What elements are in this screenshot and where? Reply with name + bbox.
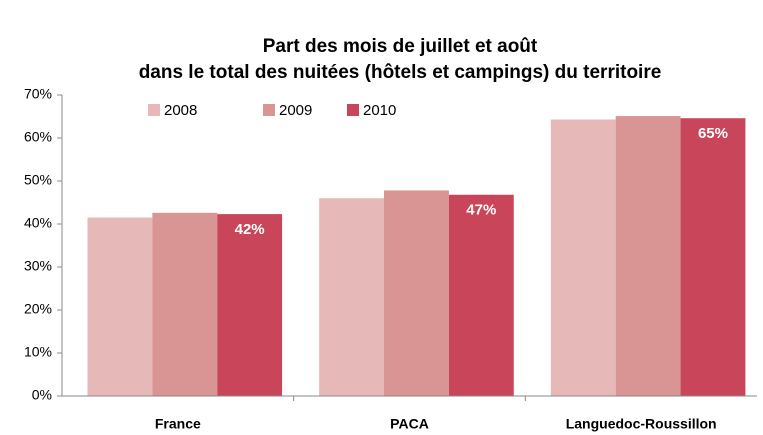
bar [550,119,616,396]
legend-swatch [263,104,275,116]
x-tick-label: PACA [390,416,429,432]
x-tick-label: France [155,416,201,432]
chart-title: Part des mois de juillet et août [263,36,538,57]
bar [384,190,449,396]
y-tick-label: 60% [24,129,52,145]
bar [319,198,385,396]
y-tick-label: 70% [24,86,52,102]
bar [217,214,283,396]
value-label: 42% [235,221,265,238]
bar [448,194,514,396]
y-tick-label: 10% [24,344,52,360]
legend-label: 2010 [363,102,396,119]
bar [680,118,746,396]
y-tick-label: 50% [24,172,52,188]
legend-label: 2008 [164,102,197,119]
value-label: 47% [466,202,496,219]
y-tick-label: 30% [24,258,52,274]
legend-swatch [347,104,359,116]
x-tick-label: Languedoc-Roussillon [566,416,717,432]
legend-label: 2009 [279,102,312,119]
legend-swatch [148,104,160,116]
y-tick-label: 40% [24,215,52,231]
bar [87,217,153,396]
value-label: 65% [698,125,728,142]
y-tick-label: 20% [24,301,52,317]
y-tick-label: 0% [32,387,52,403]
bar [152,212,218,396]
chart-title: dans le total des nuitées (hôtels et cam… [139,62,662,83]
bar [615,116,681,396]
